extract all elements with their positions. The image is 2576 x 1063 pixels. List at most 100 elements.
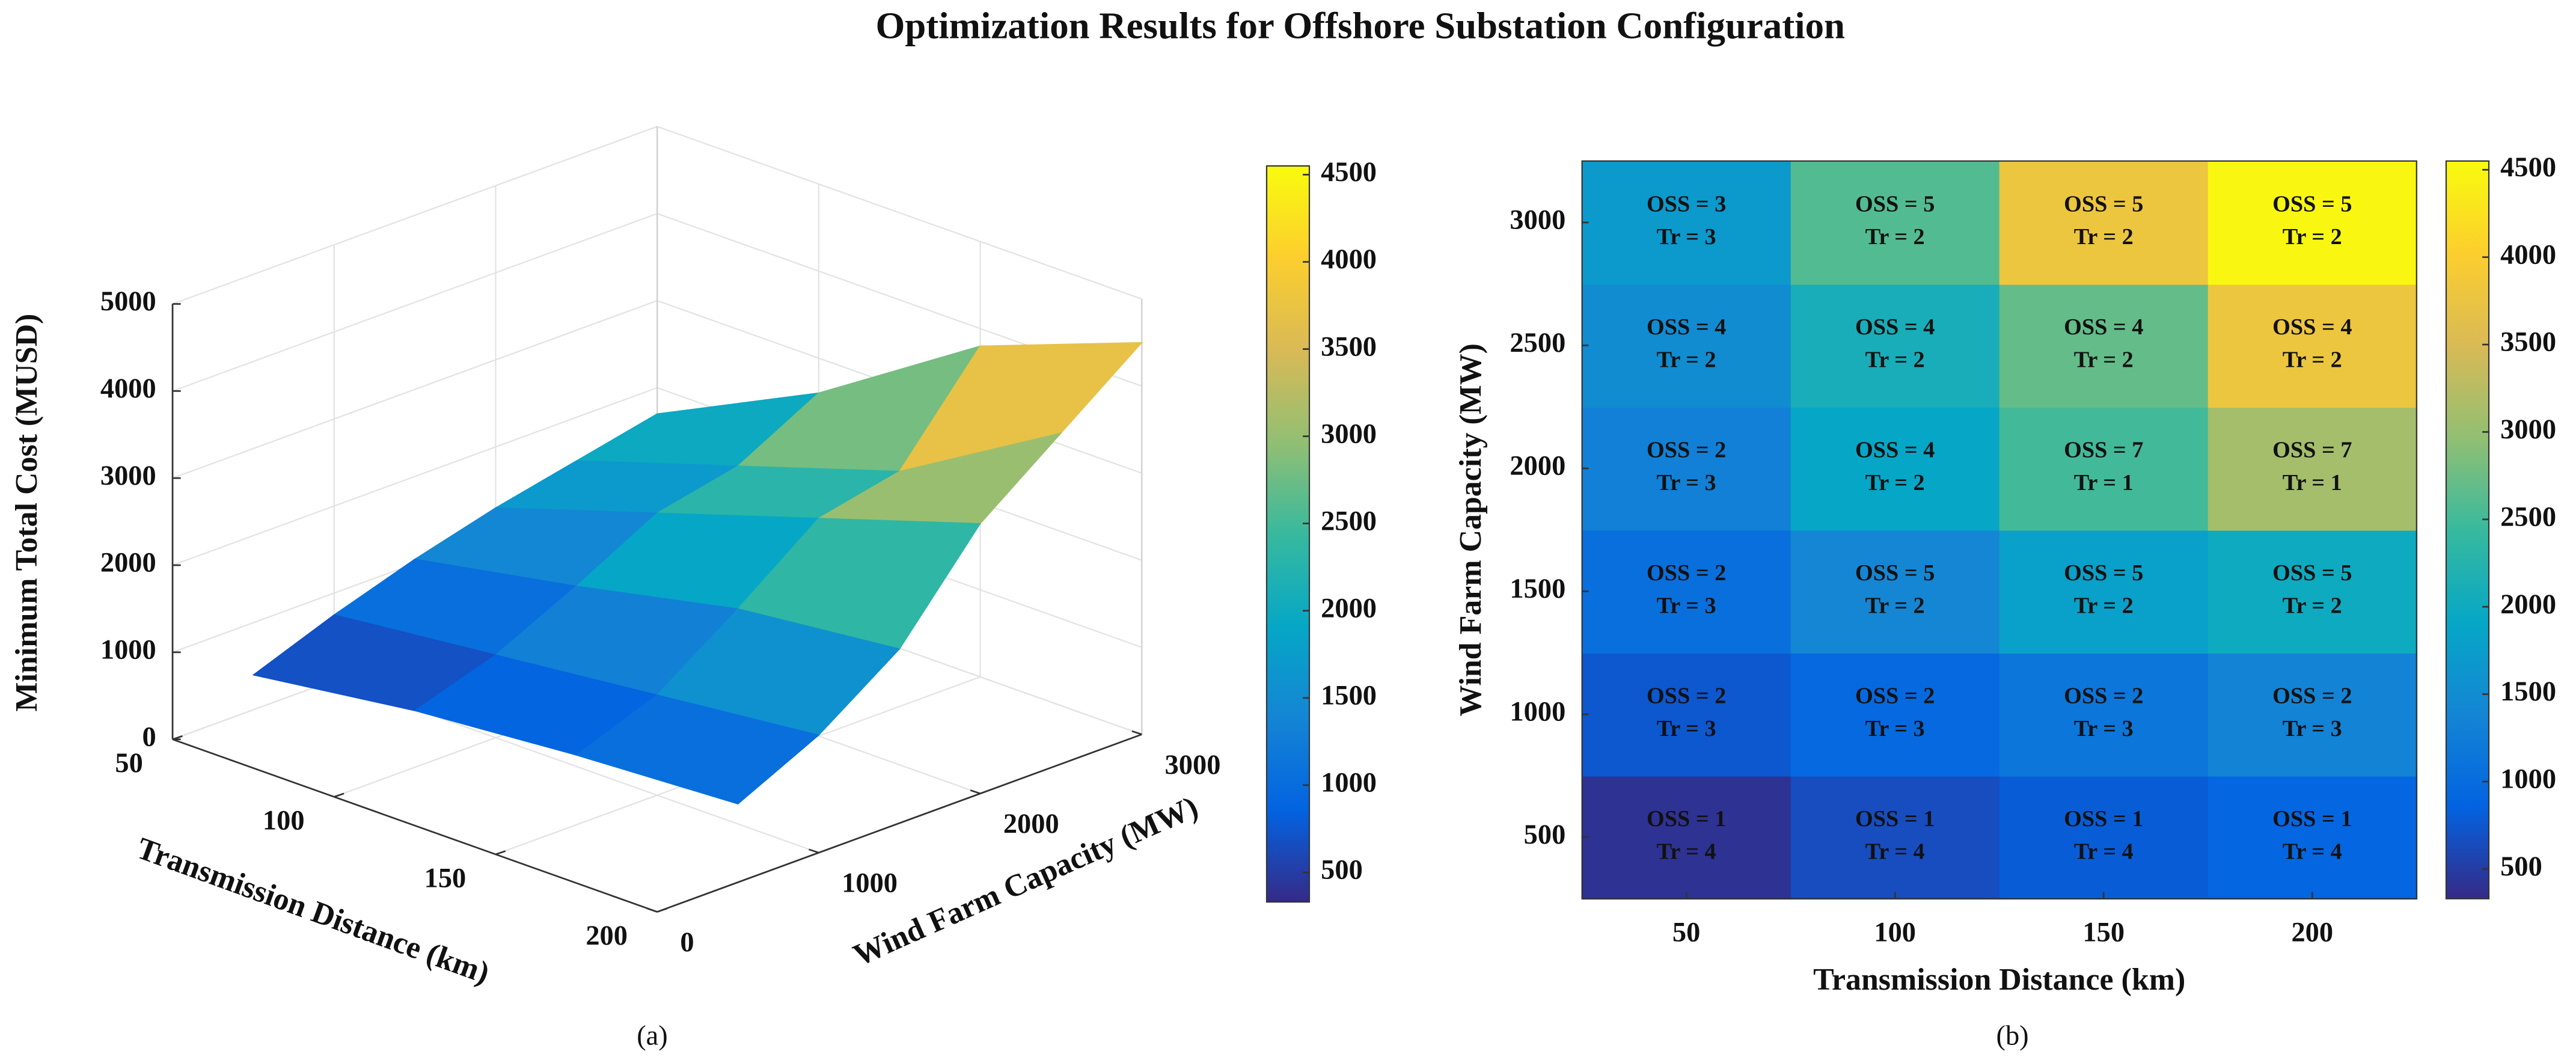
heatmap-cell bbox=[1999, 652, 2209, 777]
y-tick-label: 3000 bbox=[1165, 750, 1221, 780]
x-tick bbox=[656, 907, 668, 913]
cell-label: OSS = 2 bbox=[2272, 683, 2352, 708]
cell-label: Tr = 4 bbox=[2283, 839, 2342, 865]
colorbar-tick-label: 3000 bbox=[1321, 418, 1377, 449]
cell-label: OSS = 5 bbox=[2272, 191, 2352, 216]
cell-label: OSS = 1 bbox=[2272, 806, 2352, 832]
colorbar-tick-label: 4500 bbox=[1321, 157, 1377, 188]
cell-label: OSS = 7 bbox=[2272, 437, 2352, 462]
colorbar-tick-label: 3500 bbox=[2500, 327, 2556, 358]
colorbar-tick-label: 2500 bbox=[2500, 501, 2556, 532]
heatmap-cell bbox=[1582, 284, 1792, 408]
cell-label: OSS = 5 bbox=[2064, 191, 2143, 216]
cell-label: Tr = 3 bbox=[2074, 716, 2134, 741]
heatmap-cell bbox=[1582, 530, 1792, 654]
x-tick bbox=[495, 850, 506, 856]
cell-label: OSS = 5 bbox=[1855, 191, 1935, 216]
y-tick-label: 2000 bbox=[1003, 809, 1059, 839]
colorbar-tick-label: 3500 bbox=[1321, 331, 1377, 362]
cell-label: Tr = 2 bbox=[1865, 470, 1925, 495]
heatmap-cell bbox=[2207, 776, 2418, 900]
heatmap-cell bbox=[1999, 530, 2209, 654]
cell-label: Tr = 2 bbox=[2074, 348, 2134, 373]
surface-patch bbox=[575, 694, 820, 804]
cell-label: OSS = 2 bbox=[1647, 560, 1726, 586]
colorbar-tick-label: 4000 bbox=[2500, 239, 2556, 270]
z-tick-label: 3000 bbox=[100, 461, 156, 491]
cell-label: OSS = 4 bbox=[1855, 437, 1935, 462]
cell-label: Tr = 4 bbox=[2074, 839, 2134, 865]
colorbar-tick-label: 1000 bbox=[2500, 764, 2556, 795]
cell-label: OSS = 2 bbox=[1647, 683, 1726, 708]
y-tick bbox=[1131, 730, 1142, 735]
cell-label: Tr = 3 bbox=[1865, 716, 1925, 741]
cell-label: Tr = 2 bbox=[1657, 348, 1716, 373]
heatmap-cell bbox=[1790, 406, 2001, 531]
cell-label: Tr = 4 bbox=[1865, 839, 1925, 865]
heatmap-cell bbox=[1790, 776, 2001, 900]
colorbar-tick-label: 2000 bbox=[1321, 593, 1377, 623]
heatmap-cell bbox=[1790, 652, 2001, 777]
y-tick-label: 3000 bbox=[1510, 205, 1565, 236]
z-tick-label: 5000 bbox=[100, 286, 156, 317]
x-tick bbox=[172, 735, 183, 740]
cell-label: Tr = 3 bbox=[2283, 716, 2342, 741]
heatmap-cell bbox=[1999, 406, 2209, 531]
y-tick-label: 1500 bbox=[1510, 574, 1565, 604]
cell-label: Tr = 2 bbox=[1865, 224, 1925, 250]
y-tick-label: 2500 bbox=[1510, 328, 1565, 358]
cell-label: OSS = 4 bbox=[1855, 314, 1935, 340]
heatmap-cell bbox=[2207, 530, 2418, 654]
cell-label: OSS = 4 bbox=[2064, 314, 2143, 340]
cell-label: Tr = 1 bbox=[2283, 470, 2342, 495]
colorbar bbox=[2445, 160, 2490, 899]
cell-label: Tr = 2 bbox=[2074, 224, 2134, 250]
heatmap-cell bbox=[1999, 161, 2209, 285]
z-tick-label: 4000 bbox=[100, 373, 156, 404]
colorbar-tick-label: 2500 bbox=[1321, 506, 1377, 536]
x-axis bbox=[172, 738, 658, 913]
caption: (a) bbox=[637, 1021, 668, 1052]
cell-label: Tr = 2 bbox=[1865, 348, 1925, 373]
y-axis bbox=[656, 734, 1142, 913]
cell-label: Tr = 2 bbox=[2283, 348, 2342, 373]
heatmap-cell bbox=[1999, 284, 2209, 408]
z-tick-label: 1000 bbox=[100, 635, 156, 666]
plot-frame bbox=[1581, 160, 2417, 899]
y-tick-label: 1000 bbox=[1510, 697, 1565, 728]
y-tick-label: 0 bbox=[680, 927, 694, 958]
cell-label: OSS = 2 bbox=[1855, 683, 1935, 708]
y-tick-label: 500 bbox=[1524, 819, 1566, 850]
cell-label: Tr = 1 bbox=[2074, 470, 2134, 495]
cell-label: OSS = 2 bbox=[1647, 437, 1726, 462]
colorbar-tick-label: 1500 bbox=[1321, 680, 1377, 711]
y-tick bbox=[809, 848, 819, 854]
z-tick-label: 2000 bbox=[100, 548, 156, 578]
heatmap-cell bbox=[2207, 161, 2418, 285]
heatmap-cell bbox=[1582, 776, 1792, 900]
x-tick-label: 100 bbox=[1874, 917, 1916, 948]
cell-label: OSS = 1 bbox=[2064, 806, 2143, 832]
x-tick-label: 200 bbox=[2291, 917, 2333, 948]
x-axis-label: Transmission Distance (km) bbox=[1813, 963, 2185, 997]
cell-label: Tr = 3 bbox=[1657, 470, 1716, 495]
cell-label: Tr = 2 bbox=[2283, 224, 2342, 250]
heatmap-cell bbox=[1790, 530, 2001, 654]
cell-label: OSS = 2 bbox=[2064, 683, 2143, 708]
cell-label: OSS = 5 bbox=[2064, 560, 2143, 586]
z-axis-label: Minimum Total Cost (MUSD) bbox=[10, 314, 44, 712]
y-tick-label: 1000 bbox=[842, 868, 898, 899]
colorbar-tick-label: 500 bbox=[1321, 855, 1363, 886]
colorbar-tick-label: 1000 bbox=[1321, 767, 1377, 798]
cell-label: Tr = 2 bbox=[2283, 593, 2342, 619]
x-tick-label: 100 bbox=[263, 806, 305, 836]
x-tick-label: 50 bbox=[115, 748, 142, 779]
cell-label: Tr = 3 bbox=[1657, 593, 1716, 619]
heatmap-cell bbox=[1582, 161, 1792, 285]
x-tick-label: 50 bbox=[1672, 917, 1700, 948]
y-tick-label: 2000 bbox=[1510, 451, 1565, 482]
cell-label: Tr = 3 bbox=[1657, 224, 1716, 250]
cell-label: Tr = 2 bbox=[1865, 593, 1925, 619]
caption: (b) bbox=[1996, 1021, 2029, 1052]
